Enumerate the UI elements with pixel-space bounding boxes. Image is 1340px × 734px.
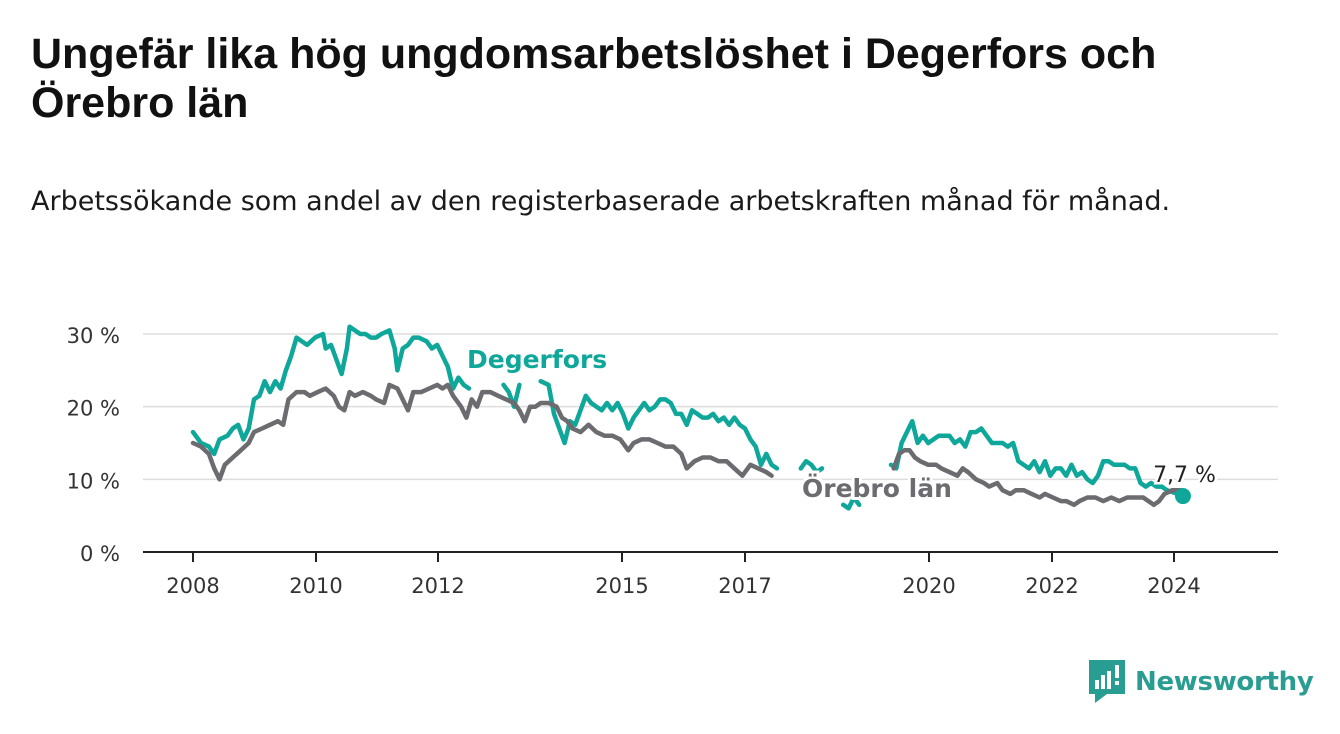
x-tick-label: 2012 xyxy=(411,574,464,598)
y-tick-label: 0 % xyxy=(80,542,120,566)
series-line-degerfors xyxy=(840,495,862,511)
series-line-degerfors xyxy=(190,324,472,457)
series-line-orebro xyxy=(190,382,774,482)
end-point-marker xyxy=(1174,488,1191,505)
newsworthy-icon xyxy=(1089,660,1125,703)
y-tick-label: 30 % xyxy=(67,324,120,348)
x-tick-label: 2008 xyxy=(166,574,219,598)
x-tick-label: 2024 xyxy=(1147,574,1200,598)
newsworthy-logo: Newsworthy xyxy=(1089,660,1314,704)
brand-name: Newsworthy xyxy=(1135,667,1314,697)
chart-subtitle: Arbetssökande som andel av den registerb… xyxy=(31,186,1171,217)
series-label-degerfors: Degerfors xyxy=(467,345,607,374)
series-line-orebro xyxy=(891,448,1183,508)
x-tick-label: 2020 xyxy=(902,574,955,598)
series-lines xyxy=(190,324,1186,511)
series-line-degerfors xyxy=(538,378,780,471)
x-tick-label: 2015 xyxy=(595,574,648,598)
series-line-degerfors xyxy=(888,418,1186,499)
series-labels: 7,7 % Degerfors Örebro län xyxy=(464,342,1218,506)
y-tick-label: 10 % xyxy=(67,469,120,493)
chart-title: Ungefär lika hög ungdomsarbetslöshet i D… xyxy=(31,30,1157,127)
x-tick-label: 2010 xyxy=(289,574,342,598)
end-value-label: 7,7 % xyxy=(1153,463,1216,488)
x-tick-label: 2022 xyxy=(1025,574,1078,598)
y-tick-label: 20 % xyxy=(67,397,120,421)
series-label-orebro: Örebro län xyxy=(802,473,952,503)
axes: 0 % 10 % 20 % 30 % 2008 2010 2012 2015 2017 2020 2… xyxy=(67,324,1278,598)
x-tick-label: 2017 xyxy=(718,574,771,598)
series-line-degerfors xyxy=(798,458,825,475)
